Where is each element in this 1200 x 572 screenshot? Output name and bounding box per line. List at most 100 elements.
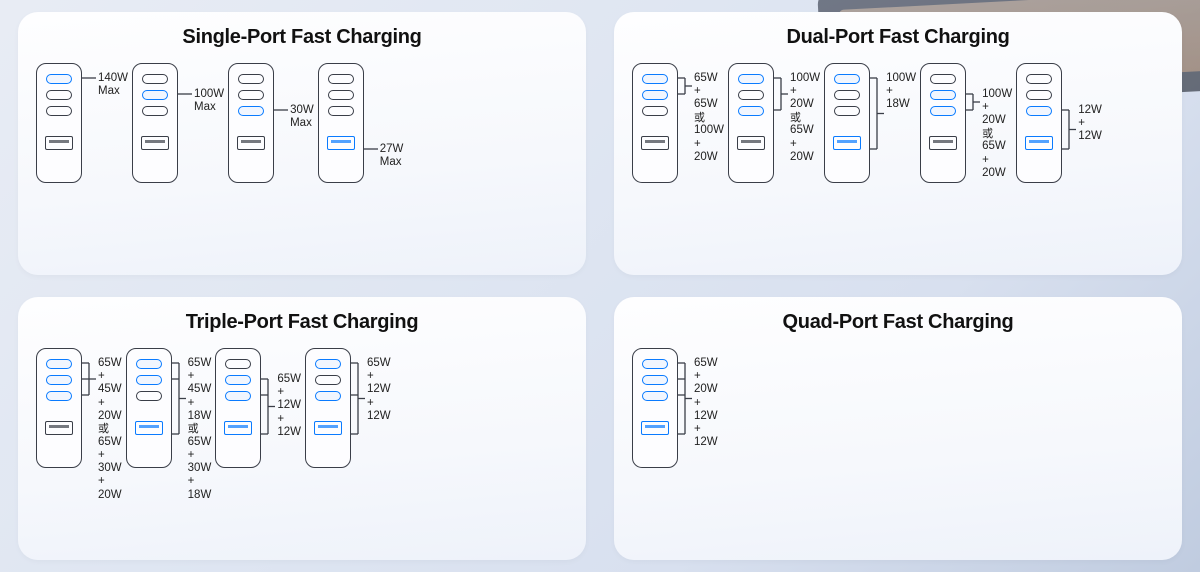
- power-label: 12W: [277, 399, 301, 412]
- or-label: 或: [982, 128, 1012, 141]
- usb-c-port-icon: [142, 90, 168, 100]
- connector-bracket-icon: [1062, 63, 1076, 183]
- usb-c-port-icon: [46, 74, 72, 84]
- power-label: +: [694, 138, 724, 151]
- charger-body: [728, 63, 774, 183]
- power-label: 20W: [98, 410, 122, 423]
- power-label: 100W: [194, 88, 224, 101]
- panel-title: Triple-Port Fast Charging: [36, 311, 568, 334]
- usb-c-port-icon: [642, 359, 668, 369]
- charger-body: [318, 63, 364, 183]
- charger-unit: 65W+45W+20W或65W+30W+20W: [36, 348, 122, 502]
- connector-bracket-icon: [274, 63, 288, 183]
- power-label: +: [277, 386, 301, 399]
- connector-bracket-icon: [678, 63, 692, 183]
- power-labels: 100WMax: [194, 63, 224, 114]
- power-label: +: [277, 413, 301, 426]
- charger-body: [132, 63, 178, 183]
- charger-body: [36, 63, 82, 183]
- power-label: +: [98, 475, 122, 488]
- usb-c-port-icon: [315, 359, 341, 369]
- power-label: 45W: [98, 383, 122, 396]
- usb-a-port-icon: [737, 136, 765, 150]
- usb-a-port-icon: [1025, 136, 1053, 150]
- charger-body: [920, 63, 966, 183]
- power-label: 65W: [188, 357, 212, 370]
- usb-a-port-icon: [314, 421, 342, 435]
- power-label: 30W: [290, 104, 314, 117]
- usb-c-port-icon: [46, 391, 72, 401]
- power-label: +: [188, 475, 212, 488]
- connector-bracket-icon: [172, 348, 186, 468]
- power-label: Max: [194, 101, 224, 114]
- chargers-row: 65W+45W+20W或65W+30W+20W65W+45W+18W或65W+3…: [36, 348, 568, 502]
- power-label: 30W: [98, 462, 122, 475]
- power-label: 65W: [694, 98, 724, 111]
- usb-a-port-icon: [135, 421, 163, 435]
- charger-unit: 65W+20W+12W+12W: [632, 348, 718, 468]
- charger-unit: 30WMax: [228, 63, 314, 183]
- power-label: 30W: [188, 462, 212, 475]
- power-labels: 100W+20W或65W+20W: [790, 63, 820, 164]
- power-label: Max: [98, 85, 128, 98]
- power-label: 20W: [98, 489, 122, 502]
- power-label: 12W: [367, 383, 391, 396]
- usb-c-port-icon: [930, 106, 956, 116]
- panel-quad-port: Quad-Port Fast Charging 65W+20W+12W+12W: [614, 297, 1182, 560]
- chargers-row: 65W+65W或100W+20W100W+20W或65W+20W100W+18W…: [632, 63, 1164, 183]
- charger-unit: 100W+20W或65W+20W: [728, 63, 820, 183]
- usb-c-port-icon: [930, 74, 956, 84]
- power-label: 12W: [1078, 104, 1102, 117]
- power-label: Max: [290, 117, 314, 130]
- connector-bracket-icon: [351, 348, 365, 468]
- connector-bracket-icon: [966, 63, 980, 183]
- usb-c-port-icon: [1026, 106, 1052, 116]
- power-label: 12W: [367, 410, 391, 423]
- power-label: 12W: [694, 410, 718, 423]
- charger-unit: 12W+12W: [1016, 63, 1102, 183]
- connector-bracket-icon: [364, 63, 378, 183]
- chargers-row: 140WMax100WMax30WMax27WMax: [36, 63, 568, 183]
- usb-c-port-icon: [834, 74, 860, 84]
- usb-c-port-icon: [46, 90, 72, 100]
- power-label: 65W: [694, 357, 718, 370]
- usb-c-port-icon: [328, 106, 354, 116]
- usb-a-port-icon: [641, 421, 669, 435]
- power-label: +: [694, 397, 718, 410]
- panel-single-port: Single-Port Fast Charging 140WMax100WMax…: [18, 12, 586, 275]
- usb-c-port-icon: [834, 106, 860, 116]
- power-label: 65W: [982, 140, 1012, 153]
- charger-body: [632, 348, 678, 468]
- usb-c-port-icon: [834, 90, 860, 100]
- power-label: 45W: [188, 383, 212, 396]
- power-label: 20W: [694, 383, 718, 396]
- usb-c-port-icon: [225, 375, 251, 385]
- power-labels: 12W+12W: [1078, 63, 1102, 144]
- usb-a-port-icon: [237, 136, 265, 150]
- usb-c-port-icon: [46, 375, 72, 385]
- usb-a-port-icon: [327, 136, 355, 150]
- power-label: 65W: [188, 436, 212, 449]
- power-label: 100W: [790, 72, 820, 85]
- usb-c-port-icon: [46, 106, 72, 116]
- usb-c-port-icon: [1026, 90, 1052, 100]
- usb-c-port-icon: [642, 90, 668, 100]
- usb-a-port-icon: [641, 136, 669, 150]
- charger-body: [36, 348, 82, 468]
- power-label: +: [98, 397, 122, 410]
- power-label: 140W: [98, 72, 128, 85]
- power-labels: 100W+18W: [886, 63, 916, 112]
- connector-bracket-icon: [261, 348, 275, 468]
- usb-a-port-icon: [45, 136, 73, 150]
- power-label: 65W: [277, 373, 301, 386]
- usb-c-port-icon: [142, 106, 168, 116]
- charger-unit: 65W+65W或100W+20W: [632, 63, 724, 183]
- power-labels: 65W+12W+12W: [277, 348, 301, 439]
- power-label: 100W: [886, 72, 916, 85]
- connector-bracket-icon: [82, 348, 96, 468]
- charger-unit: 100WMax: [132, 63, 224, 183]
- power-label: 100W: [694, 124, 724, 137]
- usb-c-port-icon: [46, 359, 72, 369]
- or-label: 或: [188, 423, 212, 436]
- or-label: 或: [790, 112, 820, 125]
